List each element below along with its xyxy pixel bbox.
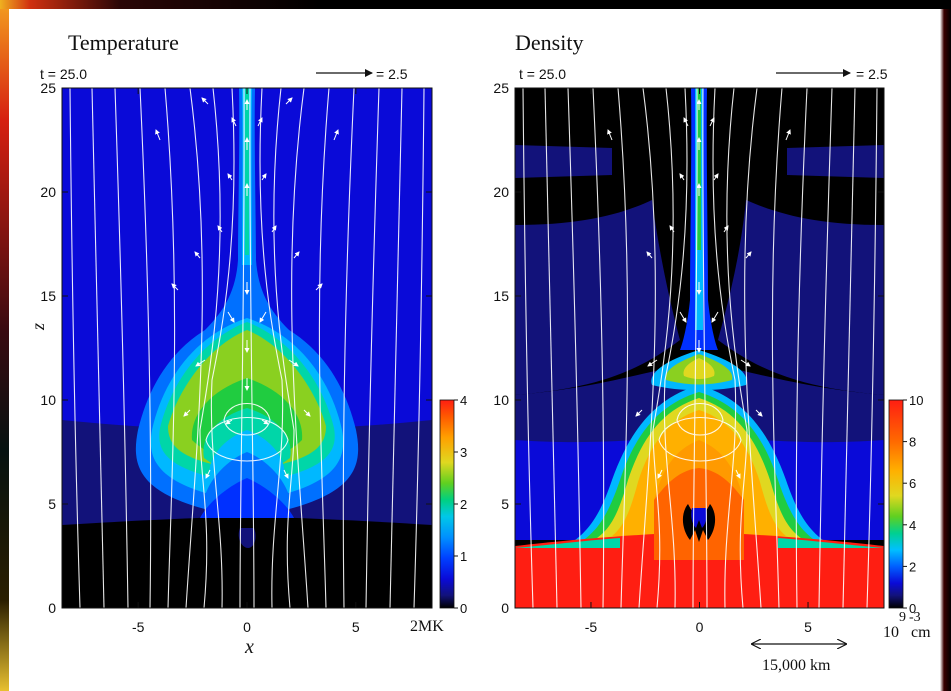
density-axes: 0 5 10 15 20 25 -5 0 5 0 2 4 6 8 10 <box>493 80 923 635</box>
temperature-y-tick-label: 0 <box>48 600 56 616</box>
density-colorbar-unit-suffix-exponent: -3 <box>909 610 921 625</box>
density-title: Density <box>515 30 584 55</box>
temperature-time-label: t = 25.0 <box>40 66 88 82</box>
temperature-y-tick-label: 5 <box>48 496 56 512</box>
temperature-colorbar-unit: 2MK <box>410 618 444 635</box>
temperature-x-axis-label: x <box>245 636 254 658</box>
density-colorbar-tick-label: 6 <box>909 476 916 491</box>
temperature-y-tick-label: 15 <box>40 288 56 304</box>
density-y-tick-label: 20 <box>493 184 509 200</box>
temperature-x-tick-label: -5 <box>132 619 145 635</box>
density-x-tick-label: -5 <box>585 619 598 635</box>
temperature-panel: 0 5 10 15 20 25 -5 0 5 0 1 2 3 4 <box>40 69 467 635</box>
temperature-velocity-arrows <box>155 97 339 479</box>
density-x-tick-label: 0 <box>696 619 704 635</box>
density-colorbar-unit-suffix: cm <box>911 624 931 641</box>
density-colorbar-tick-label: 10 <box>909 393 923 408</box>
density-y-tick-label: 0 <box>501 600 509 616</box>
slide-decor-top <box>0 0 951 9</box>
temperature-y-tick-label: 20 <box>40 184 56 200</box>
slide-decor-left <box>0 0 9 691</box>
density-colorbar-unit-base: 10 <box>883 624 899 641</box>
density-vector-scale-label: = 2.5 <box>856 66 888 82</box>
temperature-colorbar-tick-label: 4 <box>460 393 467 408</box>
temperature-axes: 0 5 10 15 20 25 -5 0 5 0 1 2 3 4 <box>40 80 467 635</box>
density-time-label: t = 25.0 <box>519 66 567 82</box>
density-y-tick-label: 5 <box>501 496 509 512</box>
density-colorbar-unit-exponent: 9 <box>899 610 906 625</box>
temperature-vector-scale-label: = 2.5 <box>376 66 408 82</box>
density-field <box>515 88 884 608</box>
density-velocity-arrows <box>607 99 791 479</box>
temperature-field-lines <box>69 88 425 608</box>
density-colorbar <box>888 399 904 609</box>
temperature-y-tick-label: 25 <box>40 80 56 96</box>
temperature-title: Temperature <box>68 30 179 55</box>
temperature-y-tick-label: 10 <box>40 392 56 408</box>
temperature-colorbar-tick-label: 2 <box>460 497 467 512</box>
density-y-tick-label: 25 <box>493 80 509 96</box>
temperature-x-tick-label: 5 <box>352 619 360 635</box>
density-colorbar-tick-label: 8 <box>909 435 916 450</box>
density-y-tick-label: 10 <box>493 392 509 408</box>
temperature-colorbar-tick-label: 1 <box>460 549 467 564</box>
scale-bar-label: 15,000 km <box>762 657 831 674</box>
temperature-field <box>62 88 432 608</box>
density-colorbar-tick-label: 2 <box>909 559 916 574</box>
density-colorbar-tick-label: 0 <box>909 601 916 616</box>
density-y-tick-label: 15 <box>493 288 509 304</box>
temperature-colorbar-tick-label: 0 <box>460 601 467 616</box>
temperature-colorbar <box>439 399 455 609</box>
density-field-lines <box>522 88 878 608</box>
density-panel: 0 5 10 15 20 25 -5 0 5 0 2 4 6 8 10 <box>493 69 923 644</box>
temperature-colorbar-tick-label: 3 <box>460 445 467 460</box>
temperature-x-tick-label: 0 <box>243 619 251 635</box>
density-x-tick-label: 5 <box>804 619 812 635</box>
density-colorbar-tick-label: 4 <box>909 518 916 533</box>
